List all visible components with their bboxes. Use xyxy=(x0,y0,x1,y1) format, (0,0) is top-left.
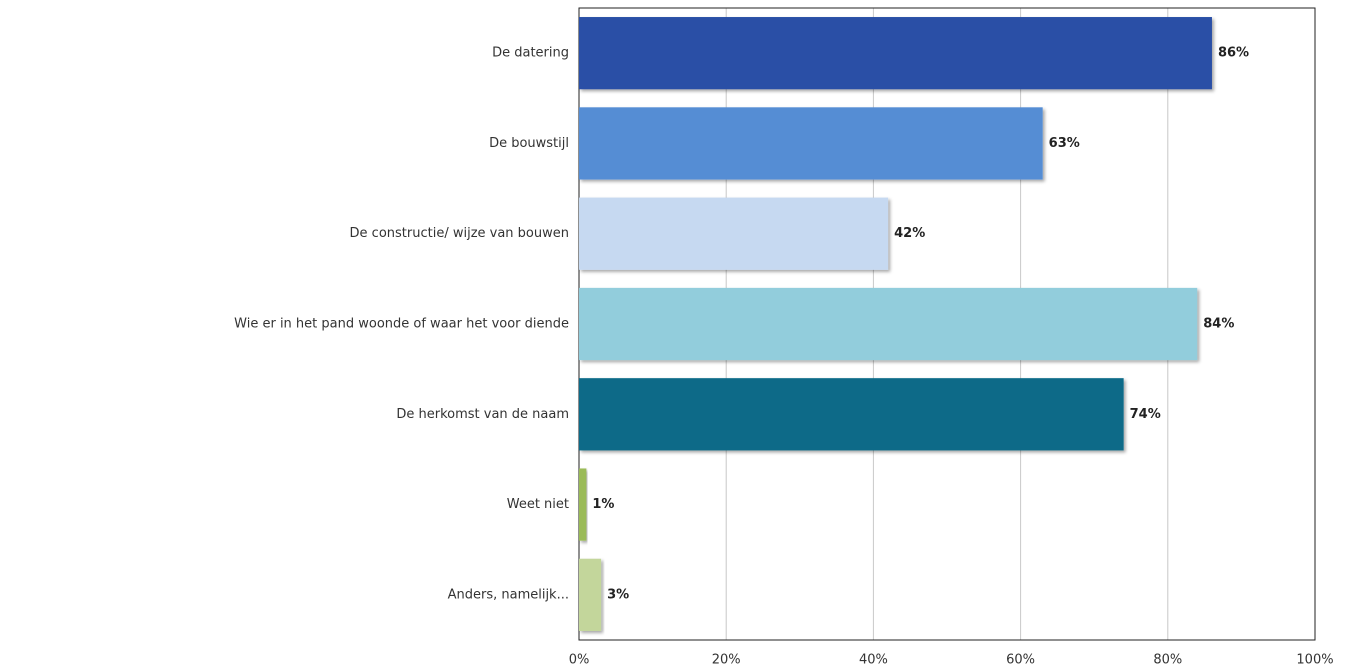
data-label: 1% xyxy=(592,497,614,512)
y-tick-label: De bouwstijl xyxy=(489,136,569,151)
x-tick-label: 100% xyxy=(1296,653,1333,668)
y-tick-label: Weet niet xyxy=(507,497,569,512)
data-label: 84% xyxy=(1203,317,1234,332)
bar xyxy=(579,107,1043,180)
y-tick-label: Wie er in het pand woonde of waar het vo… xyxy=(234,317,569,332)
x-tick-label: 40% xyxy=(859,653,888,668)
x-tick-label: 80% xyxy=(1153,653,1182,668)
y-tick-label: De datering xyxy=(492,46,569,61)
data-label: 86% xyxy=(1218,46,1249,61)
bar xyxy=(579,558,602,631)
bar xyxy=(579,378,1124,451)
bar xyxy=(579,468,587,541)
y-tick-label: Anders, namelijk... xyxy=(448,587,569,602)
bar xyxy=(579,287,1198,361)
y-tick-label: De herkomst van de naam xyxy=(396,407,569,422)
y-tick-label: De constructie/ wijze van bouwen xyxy=(350,226,569,241)
data-label: 3% xyxy=(607,587,629,602)
x-tick-label: 0% xyxy=(569,653,590,668)
data-label: 42% xyxy=(894,226,925,241)
x-tick-label: 20% xyxy=(712,653,741,668)
data-label: 74% xyxy=(1130,407,1161,422)
bar xyxy=(579,197,889,270)
x-tick-label: 60% xyxy=(1006,653,1035,668)
data-label: 63% xyxy=(1049,136,1080,151)
bar xyxy=(579,17,1212,90)
